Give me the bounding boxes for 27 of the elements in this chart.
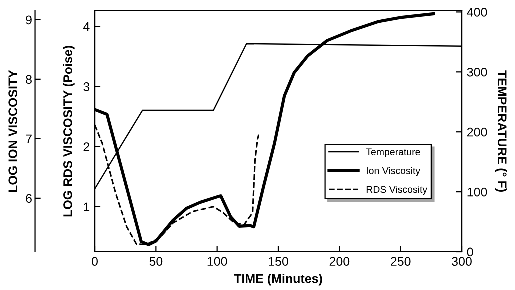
y3-tick-label: 8 <box>26 75 32 84</box>
x-tick-label: 300 <box>452 257 472 266</box>
x-tick-label: 150 <box>269 257 288 266</box>
x-tick-label: 250 <box>391 257 411 266</box>
x-tick-label: 200 <box>330 257 350 266</box>
y2-tick-label: 100 <box>468 188 488 197</box>
y-tick-label: 4 <box>83 22 90 32</box>
x-tick-label: 100 <box>208 257 228 266</box>
y2-tick-label: 400 <box>467 8 488 17</box>
y-tick-label: 1 <box>84 202 90 212</box>
y-axis-title: LOG RDS VISCOSITY (Poise) <box>63 46 75 217</box>
x-tick-label: 0 <box>92 257 98 266</box>
y3-tick-label: 9 <box>26 16 32 25</box>
x-axis-title: TIME (Minutes) <box>234 274 322 286</box>
legend-label: Ion Viscosity <box>367 167 421 176</box>
legend-label: RDS Viscosity <box>366 186 428 196</box>
y-tick-label: 3 <box>84 82 90 92</box>
x-tick-label: 50 <box>150 257 163 266</box>
y3-tick-label: 7 <box>26 134 32 144</box>
y2-axis-title: TEMPERATURE (° F) <box>496 70 508 192</box>
y2-tick-label: 0 <box>467 248 474 257</box>
y2-tick-label: 300 <box>467 68 488 77</box>
y3-axis-title: LOG ION VISCOSITY <box>8 70 18 192</box>
y-tick-label: 2 <box>84 142 90 152</box>
y2-tick-label: 200 <box>467 128 488 137</box>
legend-label: Temperature <box>366 148 420 158</box>
y3-tick-label: 6 <box>26 194 32 204</box>
